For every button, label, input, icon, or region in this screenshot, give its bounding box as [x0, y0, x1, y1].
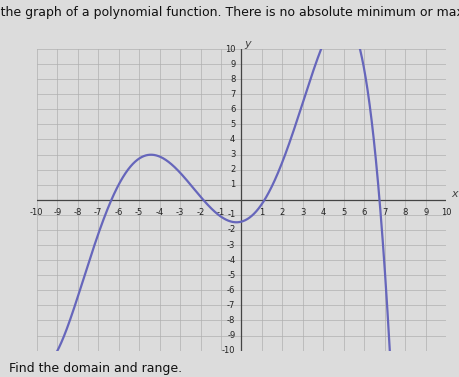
Text: 9: 9 [230, 60, 235, 69]
Text: -10: -10 [221, 346, 235, 355]
Text: -2: -2 [196, 208, 204, 217]
Text: 4: 4 [230, 135, 235, 144]
Text: 7: 7 [381, 208, 386, 217]
Text: -4: -4 [155, 208, 163, 217]
Text: 5: 5 [341, 208, 346, 217]
Text: -6: -6 [114, 208, 123, 217]
Text: -9: -9 [227, 331, 235, 340]
Text: -2: -2 [227, 225, 235, 234]
Text: -8: -8 [73, 208, 82, 217]
Text: 10: 10 [440, 208, 450, 217]
Text: 3: 3 [300, 208, 305, 217]
Text: -1: -1 [227, 210, 235, 219]
Text: -7: -7 [226, 301, 235, 310]
Text: -1: -1 [217, 208, 224, 217]
Text: -9: -9 [53, 208, 61, 217]
Text: -5: -5 [227, 271, 235, 280]
Text: 6: 6 [361, 208, 366, 217]
Text: 2: 2 [230, 165, 235, 174]
Text: -10: -10 [30, 208, 44, 217]
Text: This is the graph of a polynomial function. There is no absolute minimum or maxi: This is the graph of a polynomial functi… [0, 6, 459, 18]
Text: -5: -5 [135, 208, 143, 217]
Text: -6: -6 [226, 286, 235, 295]
Text: -3: -3 [175, 208, 184, 217]
Text: 8: 8 [230, 75, 235, 84]
Text: 10: 10 [224, 44, 235, 54]
Text: Find the domain and range.: Find the domain and range. [9, 362, 182, 375]
Text: 1: 1 [230, 180, 235, 189]
Text: -7: -7 [94, 208, 102, 217]
Text: 7: 7 [230, 90, 235, 99]
Text: 4: 4 [320, 208, 325, 217]
Text: -3: -3 [226, 241, 235, 250]
Text: x: x [450, 189, 457, 199]
Text: -8: -8 [226, 316, 235, 325]
Text: -4: -4 [227, 256, 235, 265]
Text: 6: 6 [230, 105, 235, 114]
Text: 2: 2 [279, 208, 285, 217]
Text: 9: 9 [422, 208, 427, 217]
Text: 5: 5 [230, 120, 235, 129]
Text: y: y [244, 40, 251, 49]
Text: 3: 3 [230, 150, 235, 159]
Text: 1: 1 [259, 208, 264, 217]
Text: 8: 8 [402, 208, 407, 217]
